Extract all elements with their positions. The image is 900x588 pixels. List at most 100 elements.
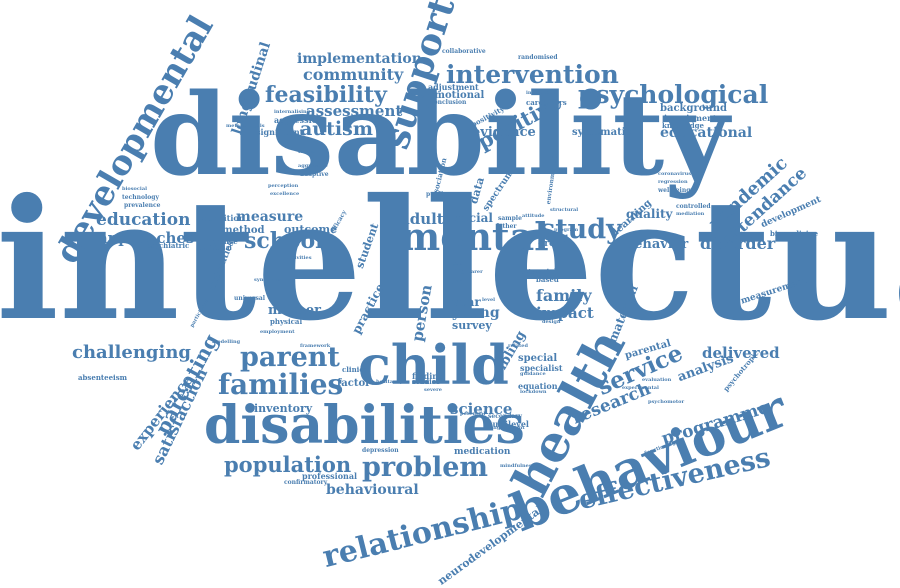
- word-special: special: [518, 353, 558, 364]
- word-review: review: [518, 269, 540, 276]
- word-potential: potential: [460, 411, 486, 417]
- word-condition: condition: [202, 213, 245, 223]
- word-trial: trial: [450, 277, 467, 286]
- word-impact: impact: [536, 304, 594, 322]
- word-factor: factor: [337, 378, 371, 389]
- word-adaptive: adaptive: [300, 171, 329, 178]
- word-behavioural: behavioural: [326, 482, 419, 498]
- word-individual: individual: [198, 245, 232, 252]
- word-mindfulness: mindfulness: [500, 463, 535, 469]
- word-public: public: [426, 191, 447, 198]
- word-intellectual: intellectual: [0, 163, 900, 358]
- word-equation: equation: [518, 381, 558, 391]
- word-emotional: emotional: [428, 90, 485, 101]
- word-family: family: [536, 286, 592, 305]
- word-engagement: engagement: [490, 425, 525, 431]
- word-life: life: [452, 267, 465, 276]
- word-challenging: challenging: [72, 342, 192, 363]
- word-study: study: [540, 214, 622, 245]
- word-psychological: psychological: [578, 80, 769, 109]
- word-young: young: [452, 305, 500, 321]
- word-mediation: mediation: [676, 211, 705, 217]
- word-controlled: controlled: [676, 203, 711, 210]
- word-design: design: [542, 319, 561, 325]
- word-technology: technology: [122, 194, 159, 201]
- word-group: group: [538, 239, 568, 249]
- word-lockdown: lockdown: [520, 389, 547, 395]
- word-quality: quality: [626, 207, 673, 221]
- word-level: level: [482, 297, 496, 303]
- word-specialist: specialist: [520, 363, 563, 373]
- word-disabilities: disabilities: [204, 395, 525, 456]
- word-significant: significant: [256, 127, 304, 137]
- word-conclusion: conclusion: [430, 99, 467, 106]
- word-delivered: delivered: [702, 344, 780, 362]
- word-autism: autism: [300, 118, 373, 140]
- word-mental: mental: [400, 214, 549, 259]
- word-employment: employment: [260, 329, 295, 335]
- word-modelling: modelling: [212, 339, 241, 345]
- word-adjustment: adjustment: [428, 82, 479, 92]
- word-teacher: teacher: [298, 149, 320, 155]
- word-implementation: implementation: [297, 51, 422, 67]
- word-secondary: secondary: [488, 413, 522, 420]
- word-hesitancy: hesitancy: [376, 379, 403, 385]
- word-evaluation: evaluation: [642, 377, 672, 383]
- word-aggression: aggression: [274, 115, 323, 125]
- word-meta-analysis: meta-analysis: [226, 123, 265, 129]
- word-problem: problem: [362, 452, 488, 483]
- word-finding: finding: [412, 371, 444, 381]
- word-aggressive: aggressive: [298, 163, 328, 169]
- word-background: background: [660, 103, 727, 114]
- word-attitude: attitude: [522, 213, 545, 219]
- word-science: science: [450, 400, 513, 418]
- word-outcome: outcome: [284, 223, 338, 236]
- word-education: education: [96, 210, 191, 230]
- word-measure: measure: [236, 209, 304, 225]
- word-social: social: [454, 211, 493, 225]
- word-interaction: interaction: [526, 90, 558, 96]
- word-prevalence: prevalence: [124, 202, 161, 209]
- word-perception: perception: [268, 183, 299, 189]
- word-parent: parent: [240, 342, 340, 373]
- word-excellence: excellence: [270, 191, 300, 197]
- word-mother: mother: [268, 303, 322, 318]
- word-universal: universal: [234, 295, 266, 302]
- word-educational: educational: [660, 125, 753, 141]
- word-multilevel: multilevel: [484, 419, 529, 429]
- word-survey: survey: [452, 319, 492, 332]
- word-disorder: disorder: [700, 234, 776, 253]
- word-program: program: [554, 227, 579, 233]
- word-studies: studies: [412, 377, 441, 386]
- word-guidance: guidance: [520, 371, 546, 377]
- word-intervention: intervention: [446, 60, 619, 89]
- word-behavior: behavior: [625, 237, 689, 252]
- word-school: school: [244, 228, 324, 254]
- word-clinical: clinical: [342, 365, 371, 374]
- word-based: based: [536, 275, 559, 284]
- word-experimental: experimental: [622, 385, 659, 391]
- word-child: child: [358, 333, 509, 397]
- word-activities: activities: [286, 255, 312, 261]
- word-biosocial: biosocial: [122, 186, 147, 192]
- word-depression: depression: [362, 447, 399, 454]
- word-disability: disability: [150, 70, 730, 201]
- word-systematic: systematic: [572, 127, 632, 138]
- word-sample: sample: [498, 215, 522, 222]
- word-impairment: impairment: [664, 113, 717, 123]
- word-internalising: internalising: [274, 109, 311, 115]
- word-psychomotor: psychomotor: [648, 399, 685, 405]
- word-structural: structural: [550, 207, 579, 213]
- word-inventory: inventory: [254, 402, 313, 415]
- word-pilot: pilot: [452, 261, 465, 267]
- word-medication: medication: [454, 447, 511, 457]
- word-watch: watch: [536, 267, 560, 276]
- word-evidence: evidence: [472, 125, 536, 140]
- word-wellbeing: wellbeing: [658, 187, 691, 194]
- word-assessment: assessment: [306, 102, 403, 120]
- word-families: families: [218, 368, 344, 401]
- word-randomised: randomised: [518, 54, 558, 61]
- word-severe: severe: [424, 387, 442, 393]
- word-adult: adult: [400, 210, 444, 228]
- word-related: related: [508, 343, 528, 349]
